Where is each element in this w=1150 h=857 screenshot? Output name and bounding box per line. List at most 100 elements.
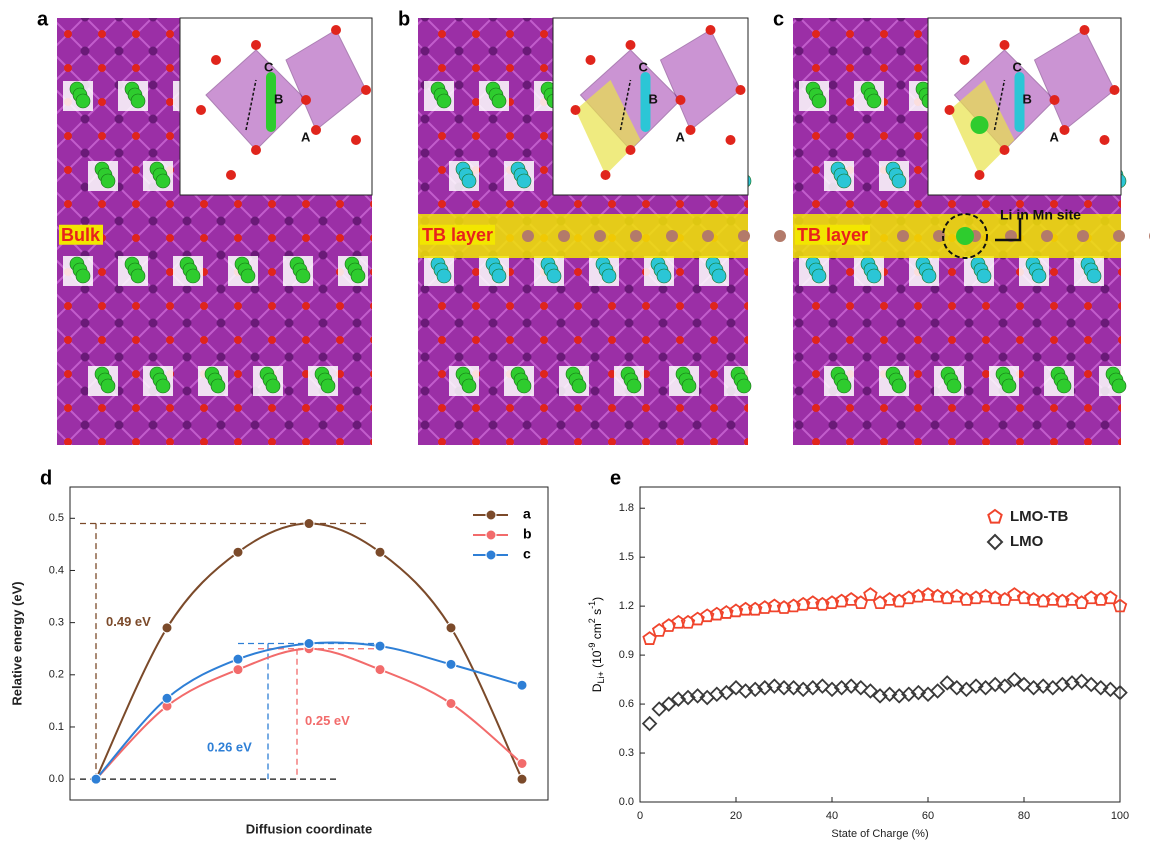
li-atom bbox=[491, 93, 507, 109]
point bbox=[641, 715, 658, 732]
path-arrow bbox=[245, 79, 257, 131]
legend-label: b bbox=[523, 526, 532, 542]
plot-frame bbox=[69, 486, 549, 801]
note-arrow bbox=[995, 218, 1022, 242]
point bbox=[303, 518, 315, 530]
point bbox=[699, 608, 715, 623]
path-arrow bbox=[619, 79, 632, 131]
y-axis-label-part: Li+ bbox=[596, 671, 606, 683]
li-atom bbox=[1086, 268, 1102, 284]
point bbox=[805, 595, 821, 610]
o-atom bbox=[944, 105, 955, 115]
li-atom bbox=[491, 268, 507, 284]
point bbox=[651, 701, 667, 717]
point bbox=[901, 590, 917, 605]
point bbox=[920, 587, 936, 601]
o-atom bbox=[1099, 135, 1110, 145]
mn-atom bbox=[666, 230, 678, 242]
x-tick-label: 40 bbox=[826, 810, 838, 822]
point bbox=[1026, 592, 1041, 606]
li-atom bbox=[866, 268, 882, 284]
li-atom bbox=[100, 378, 116, 394]
point bbox=[881, 686, 898, 703]
inset-label: B bbox=[649, 91, 658, 106]
mn-atom bbox=[1077, 230, 1089, 242]
o-atom bbox=[301, 95, 311, 105]
structure-tag: TB layer bbox=[797, 225, 868, 245]
inset-label: C bbox=[1013, 59, 1023, 74]
point bbox=[815, 596, 830, 611]
li-atom bbox=[546, 268, 562, 284]
point bbox=[232, 664, 244, 676]
point bbox=[939, 675, 955, 691]
o-atom bbox=[735, 85, 746, 95]
point bbox=[949, 588, 965, 603]
inset-label: A bbox=[676, 129, 686, 144]
o-atom bbox=[211, 55, 221, 65]
mn-atom bbox=[897, 230, 909, 242]
point bbox=[997, 678, 1013, 694]
x-tick-label: 100 bbox=[1111, 810, 1129, 822]
point bbox=[719, 605, 734, 619]
point bbox=[747, 601, 763, 616]
li-atom bbox=[656, 268, 672, 284]
y-tick-label: 1.5 bbox=[619, 551, 634, 563]
li-atom bbox=[1111, 378, 1127, 394]
li-path bbox=[266, 72, 276, 132]
li-path bbox=[640, 72, 651, 132]
point bbox=[1055, 593, 1070, 608]
point bbox=[843, 678, 859, 694]
li-atom bbox=[736, 378, 752, 394]
legend-label: LMO-TB bbox=[1010, 508, 1068, 525]
o-atom bbox=[625, 145, 636, 155]
x-tick-label: 80 bbox=[1018, 810, 1030, 822]
legend-label: c bbox=[523, 546, 531, 562]
point bbox=[824, 595, 840, 610]
li-atom bbox=[711, 268, 727, 284]
o-atom bbox=[1049, 95, 1060, 105]
li-atom bbox=[295, 268, 311, 284]
point bbox=[1006, 671, 1023, 688]
li-atom bbox=[976, 268, 992, 284]
tb-octahedron bbox=[575, 80, 641, 175]
li-atom bbox=[891, 378, 907, 394]
inset-label: A bbox=[1050, 129, 1060, 144]
o-atom bbox=[251, 40, 261, 50]
mn-atom bbox=[630, 230, 642, 242]
panel-label: b bbox=[398, 8, 410, 30]
li-atom bbox=[100, 173, 116, 189]
point bbox=[843, 592, 859, 606]
li-atom bbox=[516, 378, 532, 394]
panel-label: a bbox=[37, 8, 49, 30]
y-tick-label: 1.8 bbox=[619, 502, 634, 514]
legend-label: LMO bbox=[1010, 533, 1044, 550]
y-tick-label: 0.2 bbox=[49, 669, 64, 681]
point bbox=[1035, 593, 1051, 608]
li-atom bbox=[956, 227, 974, 245]
panel-label: c bbox=[773, 8, 784, 30]
point bbox=[911, 588, 926, 603]
structure-tag: TB layer bbox=[422, 225, 493, 245]
legend-marker bbox=[987, 508, 1003, 524]
point bbox=[814, 678, 831, 694]
y-tick-label: 0.3 bbox=[619, 747, 634, 759]
inset-label: A bbox=[301, 129, 311, 144]
point bbox=[987, 676, 1003, 693]
panel-label: e bbox=[610, 467, 621, 489]
note: Li in Mn site bbox=[1000, 207, 1081, 223]
x-axis-label: Diffusion coordinate bbox=[246, 821, 372, 836]
o-atom bbox=[351, 135, 361, 145]
li-atom bbox=[811, 93, 827, 109]
li-atom bbox=[836, 173, 852, 189]
point bbox=[882, 592, 897, 606]
point bbox=[834, 593, 849, 608]
li-atom bbox=[265, 378, 281, 394]
li-atom bbox=[461, 173, 477, 189]
o-atom bbox=[685, 125, 696, 135]
point bbox=[689, 688, 706, 704]
inset-label: C bbox=[639, 59, 649, 74]
point bbox=[968, 678, 984, 694]
point bbox=[516, 757, 528, 769]
point bbox=[1064, 592, 1080, 606]
li-atom bbox=[185, 268, 201, 284]
